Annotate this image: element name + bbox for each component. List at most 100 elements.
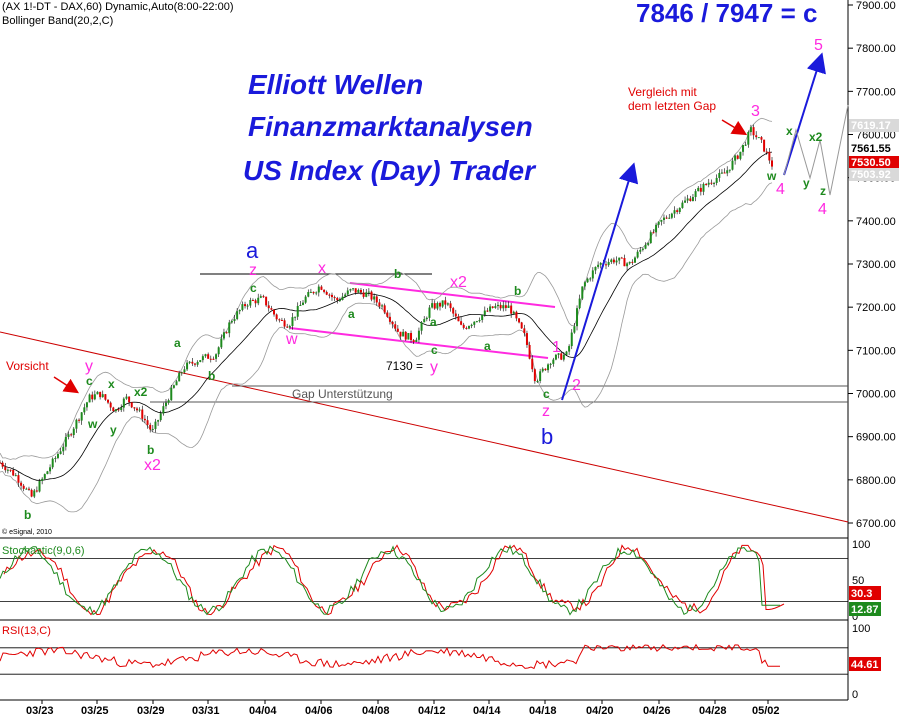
candle-body — [652, 232, 655, 234]
candle-body — [628, 261, 631, 264]
warning-arrow — [53, 376, 80, 394]
projection-arrow-1 — [561, 162, 639, 401]
candle-body — [167, 400, 170, 403]
candle-body — [238, 309, 241, 312]
candle-body — [607, 262, 610, 266]
price-tick-label: 7900.00 — [856, 0, 896, 12]
candle-body — [104, 394, 107, 400]
candle-body — [101, 394, 104, 398]
compare-arrow — [721, 119, 748, 136]
date-tick-label: 03/25 — [81, 705, 109, 717]
candle-body — [460, 321, 463, 325]
candle-body — [325, 291, 328, 295]
candle-body — [33, 490, 36, 497]
candle-body — [375, 296, 378, 303]
candle-body — [370, 291, 373, 300]
indicator-value-label: 30.3 — [851, 588, 872, 600]
candle-body — [633, 257, 636, 263]
candle-body — [446, 303, 449, 305]
candle-body — [715, 177, 718, 183]
candle-body — [220, 338, 223, 348]
candle-body — [222, 332, 225, 339]
candle-body — [481, 314, 484, 320]
candle-body — [562, 354, 565, 360]
candle-body — [207, 354, 210, 359]
price-badge — [849, 119, 899, 132]
indicator-value-badge — [849, 657, 881, 671]
rsi-title: RSI(13,C) — [2, 625, 51, 637]
wave-label-green-x1: x — [108, 377, 115, 391]
wave-label-magenta-4a: 4 — [776, 181, 785, 198]
bollinger-lower — [0, 182, 773, 513]
title-line2: Finanzmarktanalysen — [248, 111, 533, 142]
indicator-tick-label: 0 — [852, 689, 858, 701]
candle-body — [283, 320, 286, 327]
candlesticks — [0, 124, 773, 499]
candle-body — [520, 322, 523, 329]
candle-body — [315, 292, 318, 294]
candle-body — [35, 490, 38, 492]
candle-body — [88, 394, 91, 403]
candle-body — [610, 259, 613, 263]
candle-body — [209, 358, 212, 360]
candle-body — [64, 436, 67, 447]
candle-body — [681, 202, 684, 208]
candle-body — [594, 266, 597, 271]
candle-body — [396, 328, 399, 332]
candle-body — [146, 420, 149, 425]
candle-body — [75, 419, 78, 429]
price-tick-label: 7800.00 — [856, 43, 896, 55]
indicator-tick-label: 100 — [852, 539, 870, 551]
candle-body — [649, 232, 652, 244]
candle-body — [38, 480, 41, 492]
candle-body — [330, 294, 333, 298]
candle-body — [502, 305, 505, 309]
candle-body — [718, 172, 721, 178]
candle-body — [647, 243, 650, 245]
wave-label-green-x3: x — [786, 124, 793, 138]
candle-body — [739, 151, 742, 159]
price-badge — [849, 168, 899, 181]
candle-body — [491, 306, 494, 308]
candle-body — [702, 183, 705, 192]
candle-body — [691, 197, 694, 201]
candle-body — [346, 290, 349, 295]
candle-body — [515, 311, 518, 319]
wave-label-magenta-z2: z — [542, 403, 550, 420]
wave-label-green-b4: b — [394, 267, 401, 281]
candle-body — [204, 354, 207, 357]
candle-body — [130, 402, 133, 408]
candle-body — [697, 187, 700, 192]
gap-label: Gap Unterstützung — [292, 387, 393, 401]
candle-body — [676, 210, 679, 212]
candle-body — [275, 314, 278, 320]
candle-body — [244, 304, 247, 307]
date-tick-label: 04/28 — [699, 705, 727, 717]
candle-body — [639, 249, 642, 252]
price-panel — [0, 0, 848, 538]
candle-body — [699, 187, 702, 192]
candle-body — [328, 294, 331, 296]
warning-label: Vorsicht — [6, 359, 49, 373]
candle-body — [668, 217, 671, 219]
candle-body — [662, 217, 665, 220]
candle-body — [731, 160, 734, 170]
wave-label-green-b2: b — [147, 443, 154, 457]
candle-body — [404, 331, 407, 340]
candle-body — [678, 207, 681, 212]
candle-body — [417, 330, 420, 340]
candle-body — [1, 462, 4, 467]
candle-body — [734, 155, 737, 161]
candle-body — [412, 340, 415, 343]
candle-body — [549, 363, 552, 365]
wave-label-green-c4: c — [543, 387, 550, 401]
candle-body — [657, 221, 660, 225]
candle-body — [631, 261, 634, 263]
candle-body — [428, 307, 431, 318]
wave-label-green-w2: w — [766, 169, 777, 183]
candle-body — [170, 387, 173, 401]
candle-body — [56, 453, 59, 458]
price-badge — [849, 156, 899, 169]
wave-label-magenta-4b: 4 — [818, 201, 827, 218]
